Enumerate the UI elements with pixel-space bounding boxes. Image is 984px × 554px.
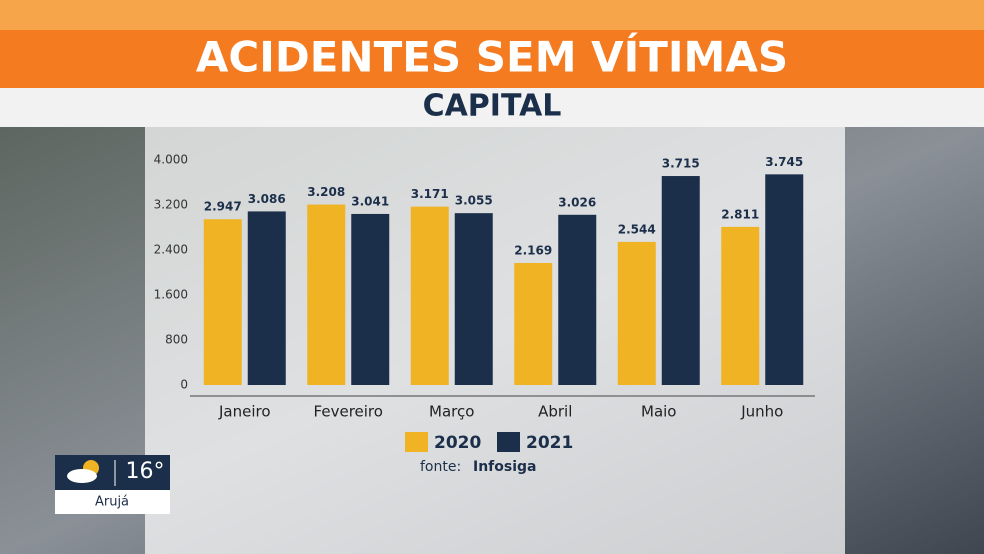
- bar: [765, 174, 804, 385]
- bar: [721, 226, 760, 385]
- value-label: 3.171: [411, 187, 449, 201]
- value-label: 2.811: [721, 207, 759, 221]
- bar: [351, 213, 390, 385]
- chart-subtitle: CAPITAL: [423, 89, 562, 124]
- value-label: 2.544: [618, 222, 656, 236]
- y-tick-label: 800: [165, 333, 188, 347]
- y-tick-label: 0: [180, 378, 188, 392]
- value-label: 3.026: [558, 195, 596, 209]
- weather-city: Arujá: [95, 495, 129, 510]
- bar: [617, 241, 656, 385]
- y-tick-label: 3.200: [154, 198, 188, 212]
- value-label: 3.715: [662, 157, 700, 171]
- legend-label: 2020: [434, 433, 481, 453]
- x-tick-label: Abril: [538, 403, 572, 421]
- x-tick-label: Maio: [641, 403, 676, 421]
- bar: [410, 206, 449, 385]
- title-band: [0, 30, 984, 88]
- value-label: 3.041: [351, 194, 389, 208]
- subtitle-band: [0, 88, 984, 127]
- bar: [661, 176, 700, 385]
- value-label: 2.169: [514, 243, 552, 257]
- x-tick-label: Março: [429, 403, 474, 421]
- weather-temperature: 16°: [126, 459, 165, 484]
- legend-label: 2021: [526, 433, 573, 453]
- weather-city-box: [55, 490, 170, 514]
- y-tick-label: 4.000: [154, 153, 188, 167]
- legend-swatch: [405, 432, 428, 452]
- bar: [203, 219, 242, 385]
- bar: [454, 213, 493, 385]
- value-label: 2.947: [204, 200, 242, 214]
- legend-swatch: [497, 432, 520, 452]
- x-tick-label: Janeiro: [218, 403, 271, 421]
- value-label: 3.055: [455, 194, 493, 208]
- chart-title: ACIDENTES SEM VÍTIMAS: [196, 32, 788, 82]
- y-tick-label: 1.600: [154, 288, 188, 302]
- bar: [247, 211, 286, 385]
- x-tick-label: Fevereiro: [314, 403, 383, 421]
- top-strip: [0, 0, 984, 30]
- value-label: 3.208: [307, 185, 345, 199]
- bar: [558, 214, 597, 385]
- weather-cloud: [67, 469, 97, 483]
- value-label: 3.745: [765, 155, 803, 169]
- value-label: 3.086: [248, 192, 286, 206]
- source: Infosiga: [473, 459, 537, 475]
- source-label: fonte:: [420, 459, 461, 475]
- bar: [514, 262, 553, 385]
- bar: [307, 204, 346, 385]
- x-tick-label: Junho: [740, 403, 783, 421]
- y-tick-label: 2.400: [154, 243, 188, 257]
